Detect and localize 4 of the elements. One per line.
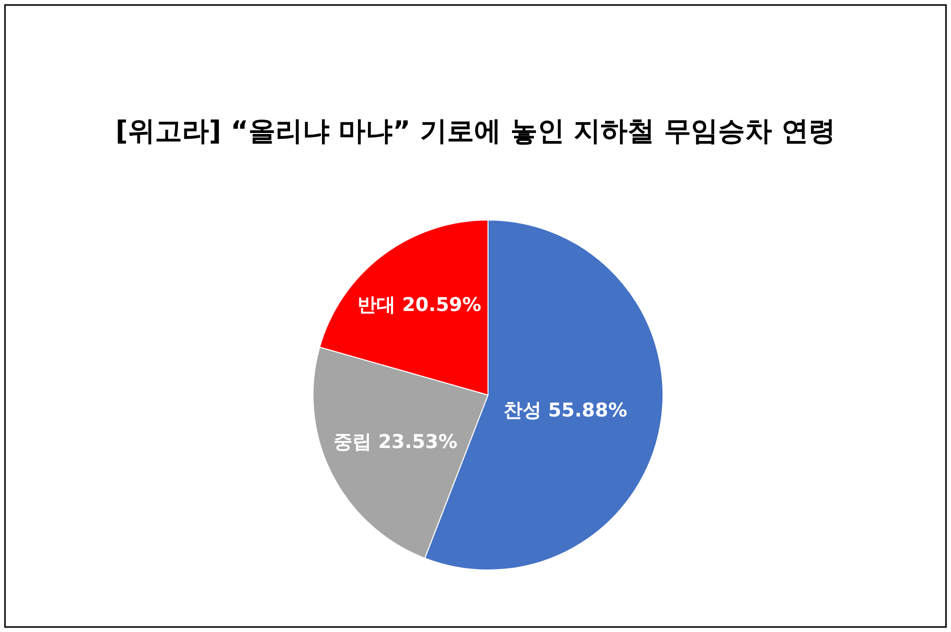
- slice-label: 찬성 55.88%: [504, 399, 628, 422]
- slice-label: 중립 23.53%: [334, 431, 458, 454]
- chart-title: [위고라] “올리냐 마냐” 기로에 놓인 지하철 무임승차 연령: [116, 116, 836, 147]
- slice-label: 반대 20.59%: [358, 294, 482, 316]
